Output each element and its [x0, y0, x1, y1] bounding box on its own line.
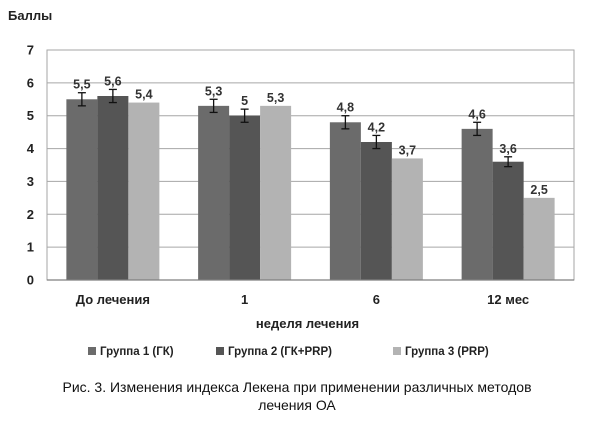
y-tick-label-0: 0	[27, 273, 34, 288]
data-label-s3-c1: 5,4	[135, 88, 152, 102]
figure-caption-line-2: лечения ОА	[258, 397, 336, 413]
legend-label-3: Группа 3 (PRP)	[405, 346, 489, 358]
bar-s1-c1	[66, 99, 98, 281]
y-tick-label-4: 4	[27, 141, 35, 156]
x-tick-label-4: 12 мес	[487, 292, 529, 307]
bar-s1-c3	[329, 122, 361, 281]
bar-s3-c4	[523, 197, 555, 280]
data-label-s1-c4: 4,6	[468, 107, 485, 121]
data-label-s1-c1: 5,5	[73, 78, 90, 92]
x-tick-label-3: 6	[373, 292, 380, 307]
data-label-s2-c3: 4,2	[368, 120, 385, 134]
bar-s2-c4	[492, 161, 524, 280]
legend-swatch-1	[88, 347, 96, 355]
data-label-s2-c4: 3,6	[499, 142, 516, 156]
bar-s3-c2	[260, 105, 292, 280]
figure-caption-line-1: Рис. 3. Изменения индекса Лекена при при…	[62, 379, 532, 395]
y-axis-title: Баллы	[8, 8, 52, 23]
legend-label-2: Группа 2 (ГК+PRP)	[228, 346, 332, 358]
data-label-s3-c2: 5,3	[267, 91, 284, 105]
y-tick-label-7: 7	[27, 43, 34, 58]
legend-swatch-3	[393, 347, 401, 355]
chart: 5,5 5,6 5,4 5,3 5 5,3 4,8 4,2 3,7 4,6 3,6 2,5 0 1 2 3 4…	[8, 8, 575, 358]
data-label-s2-c1: 5,6	[104, 74, 121, 88]
data-label-s3-c4: 2,5	[530, 183, 547, 197]
y-tick-label-5: 5	[27, 108, 34, 123]
data-label-s3-c3: 3,7	[399, 143, 416, 157]
y-tick-label-1: 1	[27, 240, 34, 255]
data-label-s2-c2: 5	[241, 94, 248, 108]
bar-s3-c3	[391, 158, 423, 280]
bar-s1-c4	[461, 128, 493, 280]
data-label-s1-c2: 5,3	[205, 84, 222, 98]
x-axis-title: неделя лечения	[256, 316, 359, 331]
bar-s2-c3	[360, 142, 392, 280]
y-tick-label-6: 6	[27, 75, 34, 90]
y-tick-label-2: 2	[27, 207, 34, 222]
x-tick-label-2: 1	[241, 292, 248, 307]
legend-label-1: Группа 1 (ГК)	[100, 346, 174, 358]
data-label-s1-c3: 4,8	[337, 101, 354, 115]
y-tick-label-3: 3	[27, 174, 34, 189]
x-tick-label-1: До лечения	[76, 292, 150, 307]
bar-s2-c1	[97, 96, 129, 280]
bar-s1-c2	[198, 105, 230, 280]
bar-s2-c2	[229, 115, 261, 280]
legend-swatch-2	[216, 347, 224, 355]
bar-s3-c1	[128, 102, 160, 280]
